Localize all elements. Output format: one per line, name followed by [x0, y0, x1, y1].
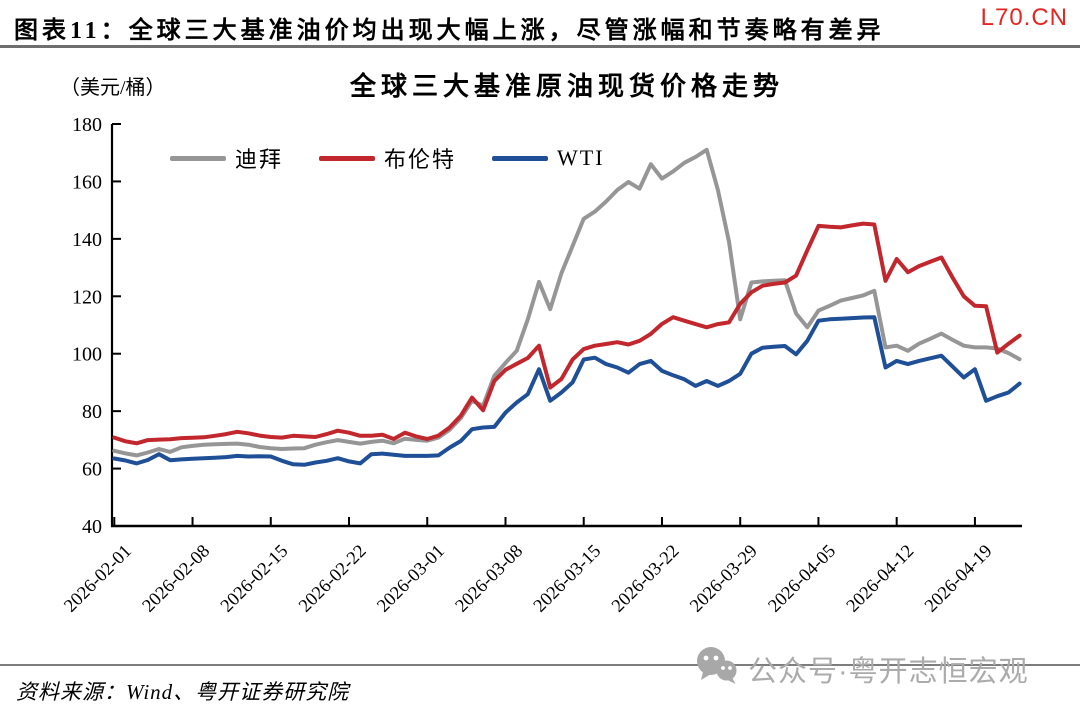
x-tick-label: 2026-02-01	[61, 541, 136, 616]
y-tick-label: 80	[82, 401, 102, 423]
legend-item-brent: 布伦特	[319, 142, 456, 174]
x-tick-label: 2026-03-08	[452, 541, 527, 616]
x-tick-label: 2026-03-22	[608, 541, 683, 616]
y-tick-label: 180	[72, 114, 102, 136]
wechat-icon	[694, 646, 740, 691]
figure-header: 图表11：全球三大基准油价均出现大幅上涨，尽管涨幅和节奏略有差异	[14, 10, 885, 45]
legend-label-wti: WTI	[557, 145, 605, 170]
x-tick-label: 2026-03-15	[530, 541, 605, 616]
series-line-wti	[112, 315, 1022, 467]
legend-swatch-brent	[319, 155, 376, 161]
x-tick-label: 2026-03-01	[374, 541, 449, 616]
y-axis-unit-label: （美元/桶）	[60, 77, 166, 99]
site-watermark: L70.CN	[980, 4, 1068, 31]
legend-label-brent: 布伦特	[384, 147, 457, 172]
y-tick-label: 160	[72, 171, 102, 193]
wechat-watermark: 公众号·粤开志恒宏观	[694, 646, 1029, 691]
chart-title: 全球三大基准原油现货价格走势	[349, 72, 784, 101]
figure-title: 全球三大基准油价均出现大幅上涨，尽管涨幅和节奏略有差异	[128, 18, 885, 44]
x-tick-label: 2026-04-19	[921, 541, 996, 616]
x-tick-label: 2026-02-22	[295, 541, 370, 616]
y-tick-label: 40	[82, 516, 102, 538]
x-tick-label: 2026-04-12	[843, 541, 918, 616]
chart-legend: 迪拜 布伦特 WTI	[170, 142, 605, 174]
legend-item-dubai: 迪拜	[170, 142, 283, 174]
x-tick-label: 2026-04-05	[765, 541, 840, 616]
y-tick-label: 60	[82, 459, 102, 481]
figure-number-label: 图表11：	[14, 18, 129, 44]
footer-divider	[0, 664, 1080, 666]
data-source-note: 资料来源：Wind、粤开证券研究院	[16, 680, 350, 704]
y-tick-label: 100	[72, 344, 102, 366]
series-line-brent	[112, 221, 1022, 446]
x-tick-label: 2026-02-08	[139, 541, 214, 616]
y-tick-label: 140	[72, 229, 102, 251]
header-divider	[0, 45, 1080, 48]
watermark-text: 公众号·粤开志恒宏观	[748, 655, 1029, 688]
series-line-dubai	[112, 147, 1022, 458]
legend-swatch-dubai	[170, 155, 226, 161]
legend-item-wti: WTI	[492, 145, 605, 171]
legend-label-dubai: 迪拜	[235, 147, 284, 172]
x-tick-label: 2026-03-29	[687, 541, 762, 616]
legend-swatch-wti	[492, 155, 549, 161]
x-tick-label: 2026-02-15	[217, 541, 292, 616]
y-tick-label: 120	[72, 286, 102, 308]
